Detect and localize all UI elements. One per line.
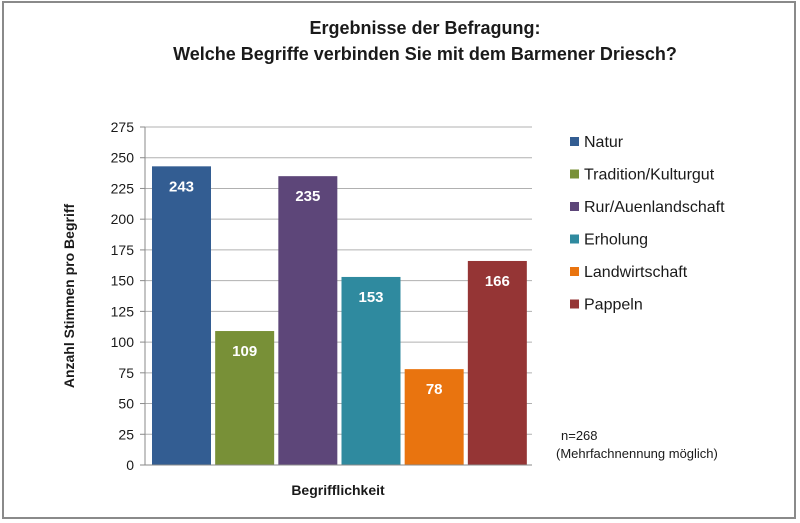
legend-swatch bbox=[570, 267, 579, 276]
y-tick-label: 225 bbox=[111, 180, 135, 196]
y-tick-label: 50 bbox=[118, 396, 134, 412]
data-label: 166 bbox=[485, 273, 510, 290]
data-label: 243 bbox=[169, 178, 194, 195]
y-tick-label: 0 bbox=[126, 457, 134, 473]
y-tick-label: 200 bbox=[111, 211, 135, 227]
data-label: 235 bbox=[295, 188, 320, 205]
legend-label: Pappeln bbox=[584, 297, 643, 314]
legend-swatch bbox=[570, 137, 579, 146]
x-axis-label: Begrifflichkeit bbox=[291, 482, 385, 498]
y-tick-label: 100 bbox=[111, 334, 135, 350]
multiple-answers-note: (Mehrfachnennung möglich) bbox=[556, 446, 718, 461]
bar-natur bbox=[152, 166, 211, 465]
bar-rur-auenlandschaft bbox=[278, 176, 338, 465]
bar-erholung bbox=[341, 276, 401, 465]
chart-subtitle: Welche Begriffe verbinden Sie mit dem Ba… bbox=[173, 44, 677, 64]
legend-label: Erholung bbox=[584, 232, 648, 249]
data-label: 78 bbox=[426, 381, 443, 398]
legend-label: Landwirtschaft bbox=[584, 264, 688, 281]
data-label: 153 bbox=[358, 289, 383, 306]
legend-swatch bbox=[570, 234, 579, 244]
legend-label: Natur bbox=[584, 134, 624, 151]
y-tick-label: 150 bbox=[111, 273, 135, 289]
legend-swatch bbox=[570, 202, 579, 211]
y-tick-label: 125 bbox=[111, 303, 135, 319]
y-tick-label: 75 bbox=[118, 365, 134, 381]
legend-swatch bbox=[570, 299, 579, 309]
y-tick-label: 275 bbox=[111, 119, 135, 135]
sample-size-note: n=268 bbox=[561, 428, 598, 443]
legend-label: Rur/Auenlandschaft bbox=[584, 199, 725, 216]
y-tick-label: 25 bbox=[118, 426, 134, 442]
y-tick-label: 250 bbox=[111, 150, 135, 166]
bar-landwirtschaft bbox=[404, 369, 464, 465]
legend-swatch bbox=[570, 169, 579, 179]
legend-label: Tradition/Kulturgut bbox=[584, 167, 715, 184]
y-axis-label: Anzahl Stimmen pro Begriff bbox=[61, 203, 77, 388]
bar-pappeln bbox=[467, 260, 527, 465]
data-label: 109 bbox=[232, 343, 257, 360]
y-tick-label: 175 bbox=[111, 242, 135, 258]
bar-tradition-kulturgut bbox=[215, 331, 275, 465]
chart-title: Ergebnisse der Befragung: bbox=[309, 18, 540, 38]
